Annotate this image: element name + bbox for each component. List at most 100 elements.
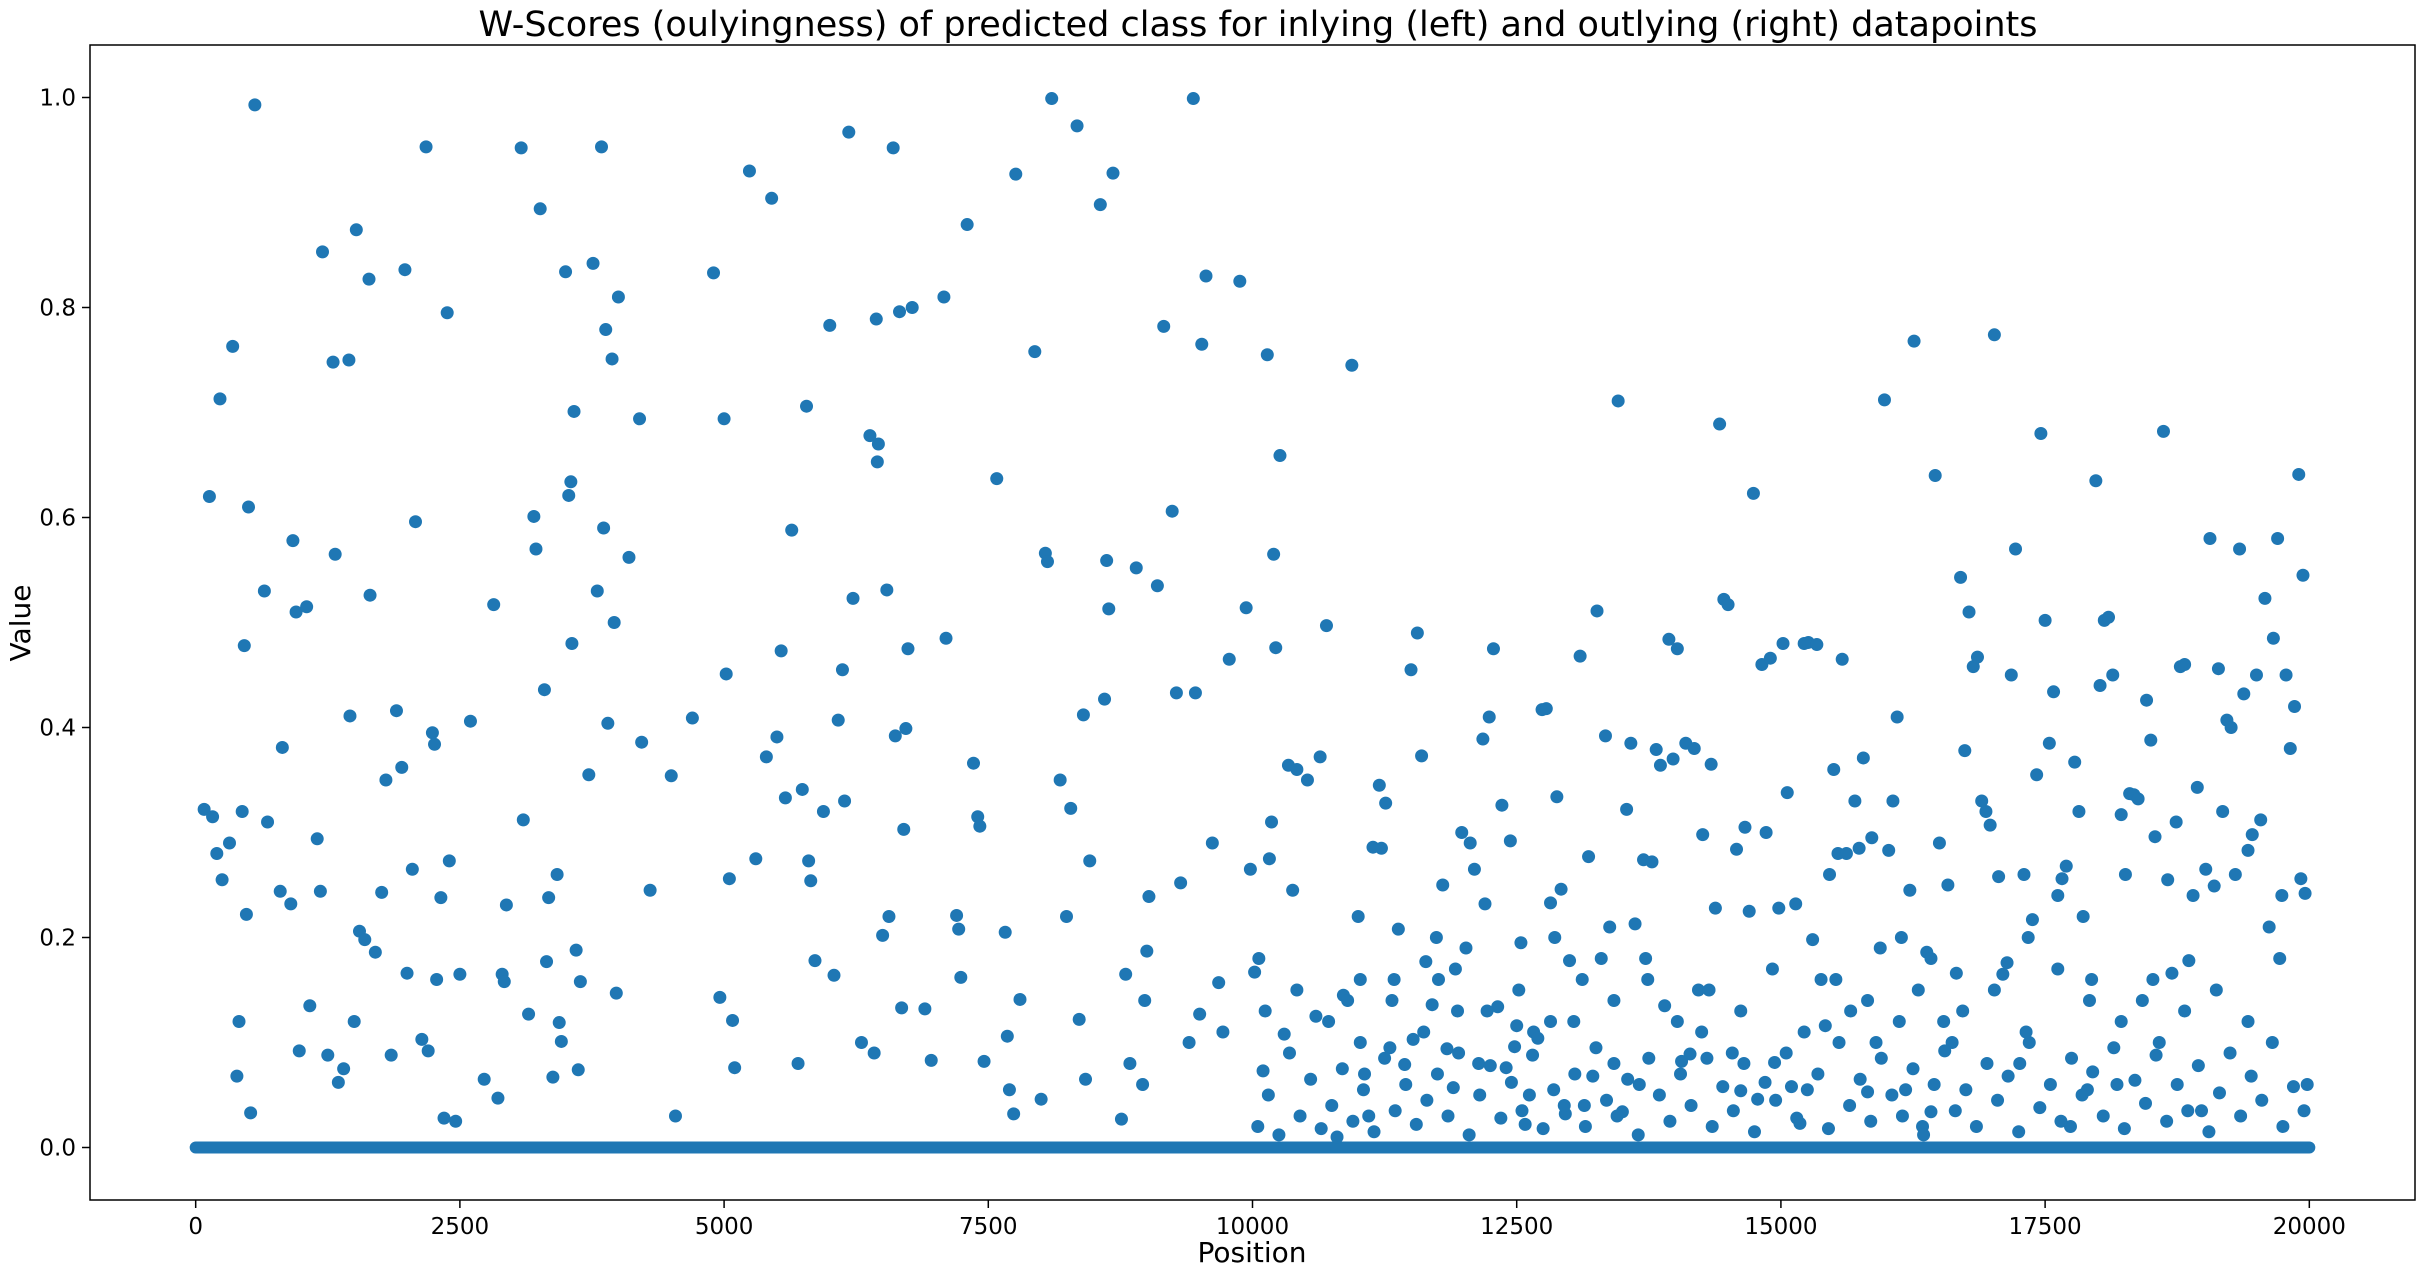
data-point: [2254, 813, 2268, 827]
data-point: [289, 605, 303, 619]
data-point: [477, 1072, 491, 1086]
data-point: [2102, 610, 2116, 624]
data-point: [463, 714, 477, 728]
data-point: [1341, 994, 1355, 1007]
data-point: [2186, 889, 2200, 902]
data-point: [569, 943, 583, 957]
data-point: [1721, 598, 1735, 612]
x-tick-label: 17500: [2009, 1214, 2082, 1240]
data-point: [1969, 1120, 1983, 1133]
data-point: [2271, 532, 2285, 545]
data-point: [1398, 1058, 1412, 1072]
data-point: [2275, 889, 2289, 902]
data-point: [286, 534, 300, 548]
data-point: [1129, 561, 1143, 575]
data-point: [275, 740, 289, 754]
data-point: [516, 813, 530, 827]
data-point: [1277, 1027, 1291, 1041]
data-point: [342, 353, 356, 367]
data-point: [1557, 1099, 1571, 1112]
data-point: [1631, 1128, 1645, 1142]
data-point: [1869, 1036, 1883, 1049]
data-point: [2054, 1114, 2068, 1128]
data-point: [728, 1061, 742, 1075]
data-point: [1436, 878, 1450, 892]
data-point: [1076, 708, 1090, 722]
y-axis-label: Value: [4, 585, 37, 662]
data-point: [2265, 1036, 2279, 1049]
data-point: [1420, 1093, 1434, 1107]
data-point: [1362, 1109, 1376, 1123]
data-point: [586, 256, 600, 270]
data-point: [1575, 973, 1589, 986]
data-point: [1725, 1046, 1739, 1060]
data-point: [292, 1044, 306, 1058]
data-point: [1899, 1083, 1913, 1097]
data-point: [1586, 1069, 1600, 1083]
data-point: [248, 98, 262, 112]
data-point: [886, 141, 900, 155]
data-point: [1009, 167, 1023, 181]
data-point: [954, 970, 968, 984]
data-point: [1652, 1088, 1666, 1102]
data-point: [1476, 732, 1490, 746]
data-point: [1451, 1004, 1465, 1018]
data-point: [1335, 1062, 1349, 1076]
data-point: [1425, 998, 1439, 1012]
data-point: [337, 1062, 351, 1076]
data-point: [2063, 1120, 2077, 1133]
data-point: [1708, 901, 1722, 915]
data-point: [937, 290, 951, 304]
data-point: [1670, 642, 1684, 656]
data-point: [1954, 570, 1968, 584]
data-point: [893, 305, 907, 319]
data-point: [1811, 1067, 1825, 1081]
data-point: [1494, 1111, 1508, 1125]
data-point: [1821, 1122, 1835, 1136]
data-point: [1987, 983, 2001, 997]
data-point: [2266, 631, 2280, 645]
data-point: [1700, 1051, 1714, 1065]
data-point: [1353, 973, 1367, 986]
data-point: [1563, 954, 1577, 968]
data-point: [831, 713, 845, 727]
data-point: [2300, 1078, 2314, 1091]
data-point: [1885, 1088, 1899, 1102]
data-point: [1409, 1117, 1423, 1131]
data-point: [998, 925, 1012, 939]
data-point: [1205, 836, 1219, 850]
data-point: [918, 1002, 932, 1016]
data-point: [1142, 890, 1156, 904]
data-point: [2110, 1078, 2124, 1091]
data-point: [1452, 1046, 1466, 1060]
data-point: [1252, 952, 1266, 965]
y-tick-label: 0.6: [39, 506, 76, 532]
data-point: [1182, 1036, 1196, 1049]
data-point: [1515, 1104, 1529, 1118]
data-point: [2212, 1086, 2226, 1100]
data-point: [1639, 952, 1653, 965]
data-point: [601, 716, 615, 730]
data-point: [559, 265, 573, 279]
data-point: [668, 1109, 682, 1123]
data-point: [368, 945, 382, 959]
data-point: [605, 352, 619, 366]
data-point: [1649, 743, 1663, 757]
data-point: [2241, 843, 2255, 857]
data-point: [713, 990, 727, 1004]
data-point: [1632, 1078, 1646, 1091]
data-point: [223, 836, 236, 850]
data-point: [1140, 944, 1154, 958]
data-point: [2118, 868, 2132, 881]
data-point: [514, 141, 528, 155]
data-point: [2199, 862, 2213, 876]
data-point: [2297, 1104, 2311, 1118]
data-point: [2065, 1051, 2079, 1065]
data-point: [1772, 901, 1786, 915]
data-point: [1554, 882, 1568, 896]
data-point: [611, 290, 625, 304]
data-point: [1962, 605, 1976, 619]
data-point: [895, 1001, 909, 1015]
data-point: [795, 782, 809, 796]
data-point: [1864, 1114, 1878, 1128]
